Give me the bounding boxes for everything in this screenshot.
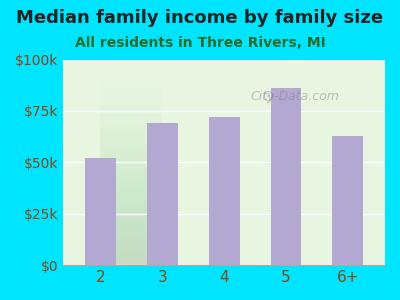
Bar xyxy=(332,136,363,265)
Bar xyxy=(147,123,178,265)
Bar xyxy=(270,88,302,265)
Text: All residents in Three Rivers, MI: All residents in Three Rivers, MI xyxy=(75,36,325,50)
Text: ⊙: ⊙ xyxy=(261,89,274,104)
Bar xyxy=(209,117,240,265)
Text: City-Data.com: City-Data.com xyxy=(250,90,339,103)
Bar xyxy=(85,158,116,265)
Text: Median family income by family size: Median family income by family size xyxy=(16,9,384,27)
